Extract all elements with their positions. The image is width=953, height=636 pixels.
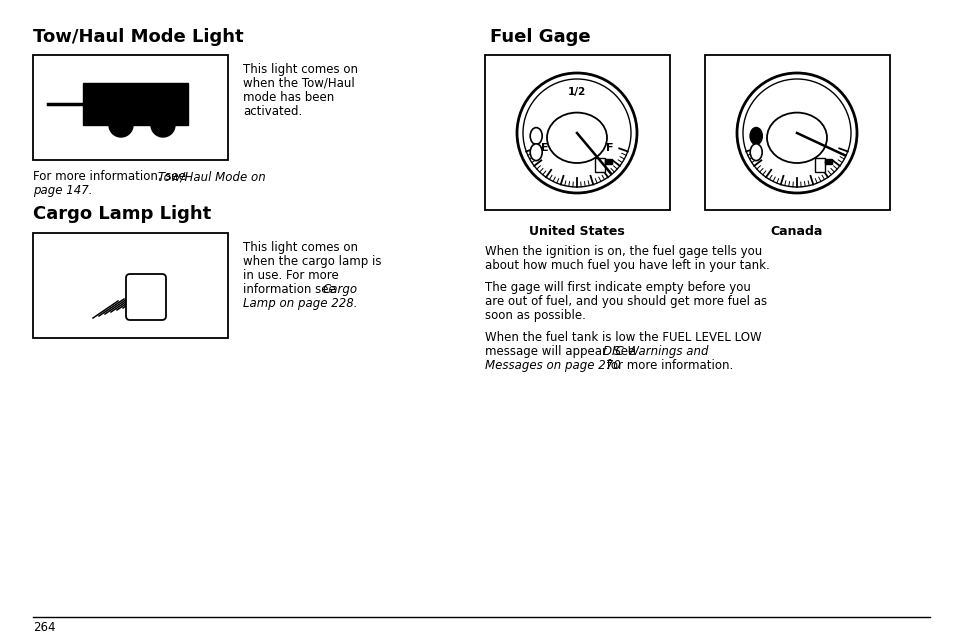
Text: Lamp on page 228.: Lamp on page 228. [243,297,357,310]
Text: for more information.: for more information. [602,359,733,372]
Text: When the ignition is on, the fuel gage tells you: When the ignition is on, the fuel gage t… [484,245,761,258]
Text: 264: 264 [33,621,55,634]
Text: when the Tow/Haul: when the Tow/Haul [243,77,355,90]
Text: For more information, see: For more information, see [33,170,190,183]
Text: Cargo Lamp Light: Cargo Lamp Light [33,205,211,223]
Ellipse shape [749,144,761,161]
Ellipse shape [766,113,826,163]
Text: information see: information see [243,283,339,296]
Circle shape [109,113,132,137]
Text: Fuel Gage: Fuel Gage [490,28,590,46]
Circle shape [742,79,850,187]
Bar [83,83,188,125]
Ellipse shape [546,113,606,163]
Text: Messages on page 270: Messages on page 270 [484,359,620,372]
Text: 1/2: 1/2 [567,87,585,97]
Bar [33,55,228,160]
Bar [824,159,831,164]
FancyBboxPatch shape [126,274,166,320]
Text: soon as possible.: soon as possible. [484,309,585,322]
Text: about how much fuel you have left in your tank.: about how much fuel you have left in you… [484,259,769,272]
Bar [704,55,889,210]
Text: page 147.: page 147. [33,184,92,197]
Bar [484,55,669,210]
Text: activated.: activated. [243,105,302,118]
Text: Canada: Canada [770,225,822,238]
Text: are out of fuel, and you should get more fuel as: are out of fuel, and you should get more… [484,295,766,308]
Text: When the fuel tank is low the FUEL LEVEL LOW: When the fuel tank is low the FUEL LEVEL… [484,331,760,344]
Ellipse shape [530,128,541,144]
Circle shape [522,79,630,187]
Bar [595,158,604,172]
Text: Tow/Haul Mode Light: Tow/Haul Mode Light [33,28,243,46]
Text: Cargo: Cargo [323,283,357,296]
Text: This light comes on: This light comes on [243,241,357,254]
Bar [604,159,612,164]
Bar [33,233,228,338]
Text: United States: United States [529,225,624,238]
Text: F: F [605,143,613,153]
Text: Tow/Haul Mode on: Tow/Haul Mode on [158,170,266,183]
Bar [815,158,824,172]
Text: The gage will first indicate empty before you: The gage will first indicate empty befor… [484,281,750,294]
Circle shape [517,73,637,193]
Text: DIC Warnings and: DIC Warnings and [602,345,708,358]
Ellipse shape [530,144,541,161]
Text: mode has been: mode has been [243,91,334,104]
Ellipse shape [749,128,761,144]
Circle shape [151,113,174,137]
Text: E: E [540,143,548,153]
Circle shape [737,73,856,193]
Text: message will appear. See: message will appear. See [484,345,639,358]
Text: This light comes on: This light comes on [243,63,357,76]
Text: in use. For more: in use. For more [243,269,338,282]
Text: when the cargo lamp is: when the cargo lamp is [243,255,381,268]
